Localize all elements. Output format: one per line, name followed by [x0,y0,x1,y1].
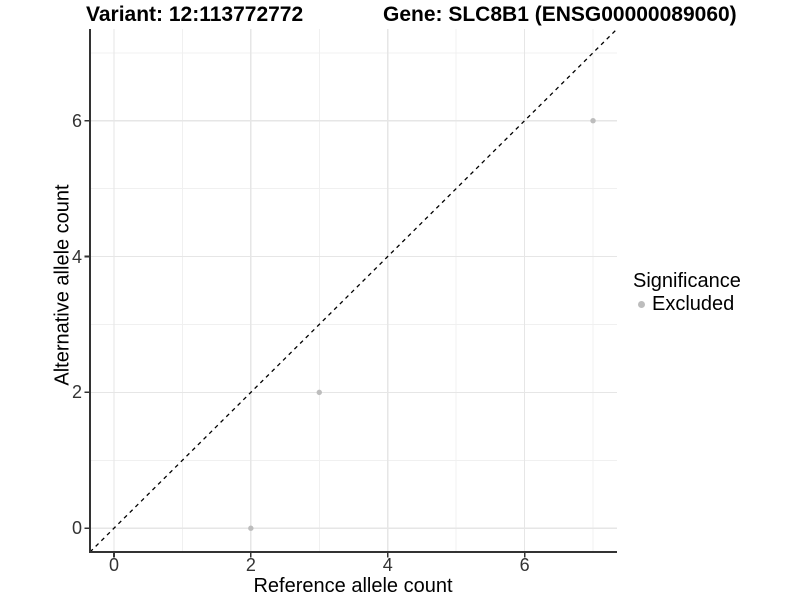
y-tick-label: 2 [71,382,82,403]
data-point [590,117,596,124]
x-tick-label: 0 [108,555,119,575]
y-tick-label: 6 [71,110,82,131]
legend-key-dot-icon [638,301,645,308]
x-tick-label: 2 [245,555,256,575]
plot-title-variant: Variant: 12:113772772 [86,3,304,26]
legend-title: Significance [633,270,741,292]
identity-reference-line [89,28,618,553]
legend-item: Excluded [633,293,741,316]
x-tick-label: 4 [382,555,393,575]
y-tick-label: 4 [71,246,82,267]
data-point [248,525,254,531]
y-tick-label: 0 [71,518,82,539]
x-axis-title: Reference allele count [253,575,453,597]
legend: Significance Excluded [633,270,741,316]
legend-item-label: Excluded [652,293,735,315]
legend-items: Excluded [633,293,741,316]
plot-title-gene: Gene: SLC8B1 (ENSG00000089060) [383,3,737,26]
x-tick-label: 6 [519,555,530,575]
y-axis-title: Alternative allele count [51,184,74,386]
data-point [316,389,322,396]
